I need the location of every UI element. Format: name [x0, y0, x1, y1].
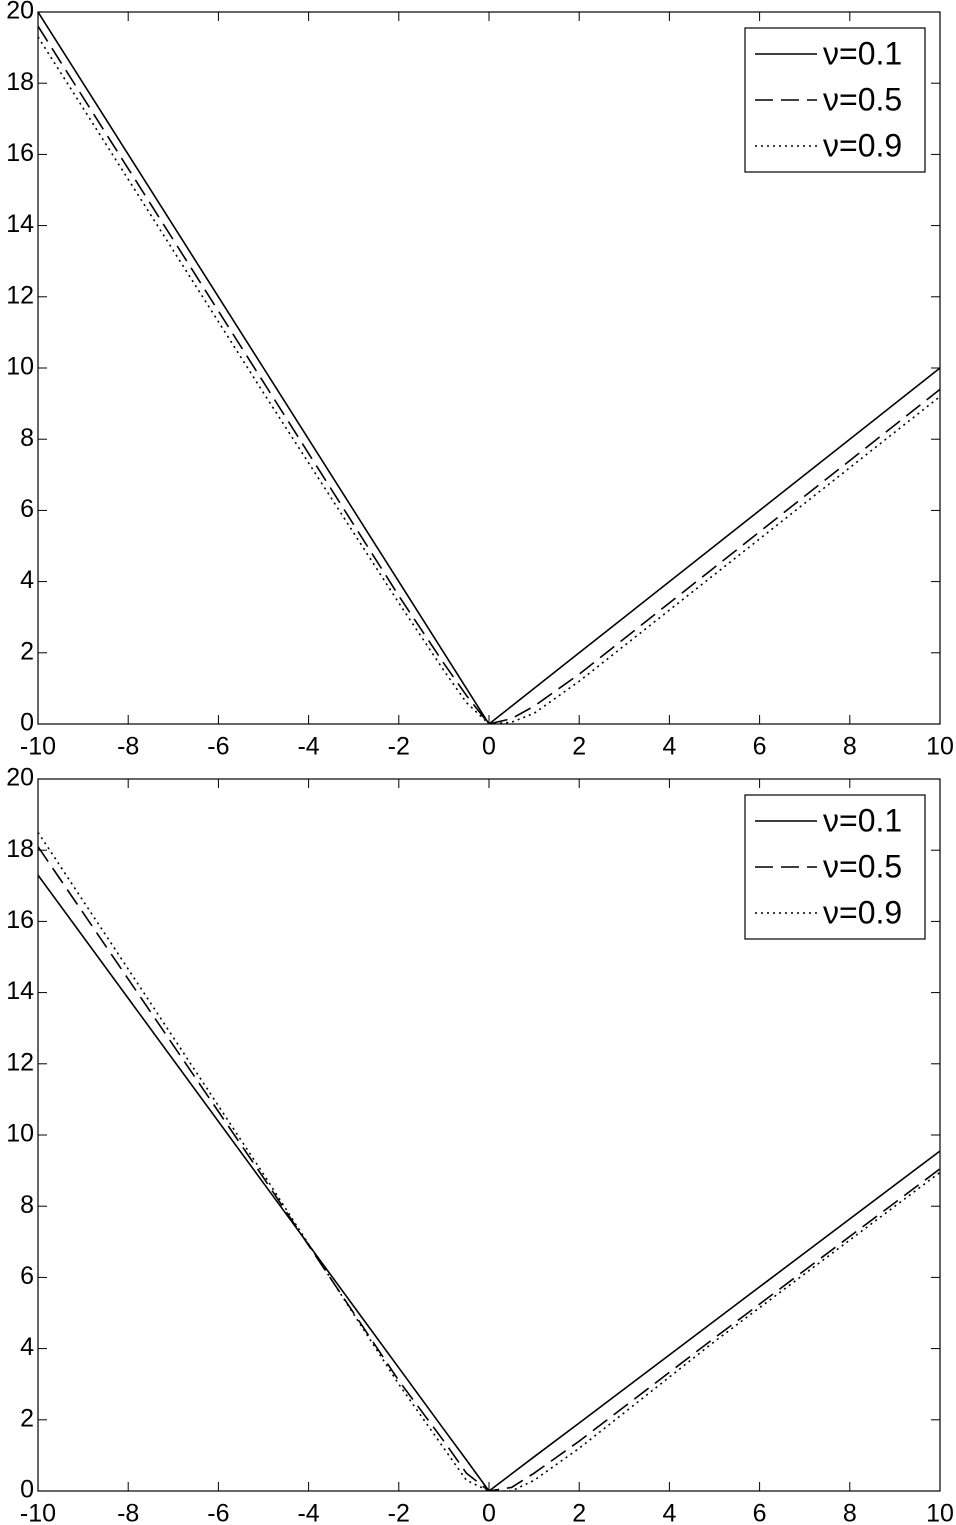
y-tick-label: 4 [20, 1333, 34, 1361]
plot-area [38, 12, 940, 724]
legend-label: ν=0.5 [823, 848, 902, 884]
x-tick-label: 4 [662, 1500, 676, 1525]
legend-label: ν=0.5 [823, 81, 902, 117]
y-tick-label: 12 [6, 281, 34, 309]
legend-box [744, 794, 926, 940]
y-tick-label: 16 [6, 139, 34, 167]
y-tick-label: 12 [6, 1048, 34, 1076]
y-tick-label: 10 [6, 1120, 34, 1148]
series-line [38, 12, 940, 724]
y-tick-label: 10 [6, 353, 34, 381]
y-tick-label: 18 [6, 68, 34, 96]
y-tick-label: 4 [20, 566, 34, 594]
x-tick-label: -8 [117, 733, 139, 761]
x-tick-label: -10 [20, 733, 56, 761]
x-tick-label: 2 [572, 1500, 586, 1525]
y-tick-label: 8 [20, 1191, 34, 1219]
legend-label: ν=0.1 [823, 802, 902, 838]
legend-label: ν=0.9 [823, 127, 902, 163]
x-tick-label: 4 [662, 733, 676, 761]
y-tick-label: 20 [6, 764, 34, 792]
x-tick-label: 8 [843, 733, 857, 761]
x-tick-label: 8 [843, 1500, 857, 1525]
y-tick-label: 18 [6, 835, 34, 863]
x-tick-label: 0 [482, 733, 496, 761]
y-tick-label: 0 [20, 709, 34, 737]
plot-area [38, 831, 940, 1491]
x-tick-label: 10 [926, 733, 954, 761]
y-tick-label: 0 [20, 1476, 34, 1504]
legend-box [744, 27, 926, 173]
series-line [38, 831, 940, 1491]
x-tick-label: 6 [753, 733, 767, 761]
y-tick-label: 2 [20, 637, 34, 665]
x-tick-label: -6 [207, 1500, 229, 1525]
series-line [38, 25, 940, 724]
y-tick-label: 6 [20, 495, 34, 523]
legend-label: ν=0.1 [823, 35, 902, 71]
y-tick-label: 8 [20, 424, 34, 452]
y-tick-label: 14 [6, 977, 34, 1005]
x-tick-label: -6 [207, 733, 229, 761]
y-tick-label: 16 [6, 906, 34, 934]
x-tick-label: -2 [388, 733, 410, 761]
y-tick-label: 2 [20, 1404, 34, 1432]
series-line [38, 874, 940, 1491]
x-tick-label: -4 [297, 1500, 319, 1525]
y-tick-label: 6 [20, 1262, 34, 1290]
x-tick-label: 10 [926, 1500, 954, 1525]
x-tick-label: 0 [482, 1500, 496, 1525]
series-line [38, 846, 940, 1491]
x-tick-label: 6 [753, 1500, 767, 1525]
x-tick-label: -2 [388, 1500, 410, 1525]
x-tick-label: -8 [117, 1500, 139, 1525]
x-tick-label: -10 [20, 1500, 56, 1525]
legend-label: ν=0.9 [823, 894, 902, 930]
y-tick-label: 14 [6, 210, 34, 238]
y-tick-label: 20 [6, 0, 34, 25]
x-tick-label: 2 [572, 733, 586, 761]
x-tick-label: -4 [297, 733, 319, 761]
